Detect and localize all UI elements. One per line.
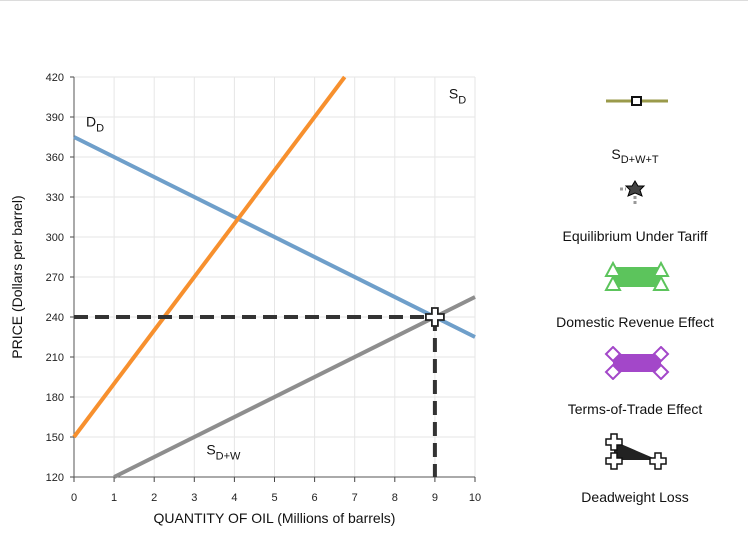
y-tick-label: 390	[46, 112, 64, 124]
tick-labels: 120 150 180 210 240 270 300 330 360 390 420 0 1 2 3 4 5 6…	[46, 72, 481, 504]
legend-label-deadweight: Deadweight Loss	[581, 489, 689, 505]
legend-label-sdwt-main: S	[611, 146, 621, 162]
x-tick-label: 2	[151, 492, 157, 504]
curve-label-series-supply-sdw: SD+W	[206, 441, 241, 462]
legend-label-domestic-revenue: Domestic Revenue Effect	[556, 314, 714, 330]
y-tick-label: 210	[46, 352, 64, 364]
x-tick-label: 9	[432, 492, 438, 504]
top-border	[0, 0, 748, 1]
series-lines	[72, 75, 476, 479]
curve-label-series-supply-sd: SD	[449, 85, 466, 106]
y-axis-title: PRICE (Dollars per barrel)	[9, 195, 25, 358]
y-tick-label: 300	[46, 232, 64, 244]
x-tick-label: 5	[271, 492, 277, 504]
y-tick-label: 270	[46, 272, 64, 284]
axes	[70, 76, 476, 482]
y-tick-label: 330	[46, 192, 64, 204]
y-tick-label: 420	[46, 72, 64, 84]
legend-label-sdwt: SD+W+T	[560, 146, 710, 166]
star-marker-icon[interactable]	[618, 180, 648, 206]
grid	[73, 76, 476, 478]
series-supply-sdw	[113, 295, 476, 479]
y-tick-label: 150	[46, 432, 64, 444]
olive-line-square-marker-icon[interactable]	[604, 92, 670, 110]
purple-diamond-polygon-icon[interactable]	[603, 346, 671, 380]
x-tick-label: 6	[312, 492, 318, 504]
legend-label-equilibrium: Equilibrium Under Tariff	[562, 228, 708, 244]
series-demand-dd	[73, 135, 476, 339]
legend-label-terms-of-trade: Terms-of-Trade Effect	[567, 401, 703, 417]
x-tick-label: 7	[352, 492, 358, 504]
black-cross-triangle-icon[interactable]	[602, 432, 670, 470]
y-tick-label: 360	[46, 152, 64, 164]
x-tick-label: 1	[111, 492, 117, 504]
curve-label-series-demand-dd: DD	[86, 113, 104, 134]
x-tick-label: 3	[191, 492, 197, 504]
x-tick-label: 8	[392, 492, 398, 504]
tariff-lines	[74, 307, 445, 477]
equilibrium-marker	[425, 307, 445, 327]
x-tick-label: 0	[71, 492, 77, 504]
legend-label-sdwt-sub: D+W+T	[620, 153, 659, 166]
curve-labels: DD SD SD+W	[86, 85, 466, 462]
y-tick-label: 240	[46, 312, 64, 324]
y-tick-label: 180	[46, 392, 64, 404]
x-axis-title: QUANTITY OF OIL (Millions of barrels)	[154, 510, 396, 526]
series-supply-sd	[72, 75, 347, 439]
x-tick-label: 4	[231, 492, 237, 504]
y-tick-label: 120	[46, 472, 64, 484]
x-tick-label: 10	[469, 492, 481, 504]
green-triangle-polygon-icon[interactable]	[603, 260, 671, 294]
